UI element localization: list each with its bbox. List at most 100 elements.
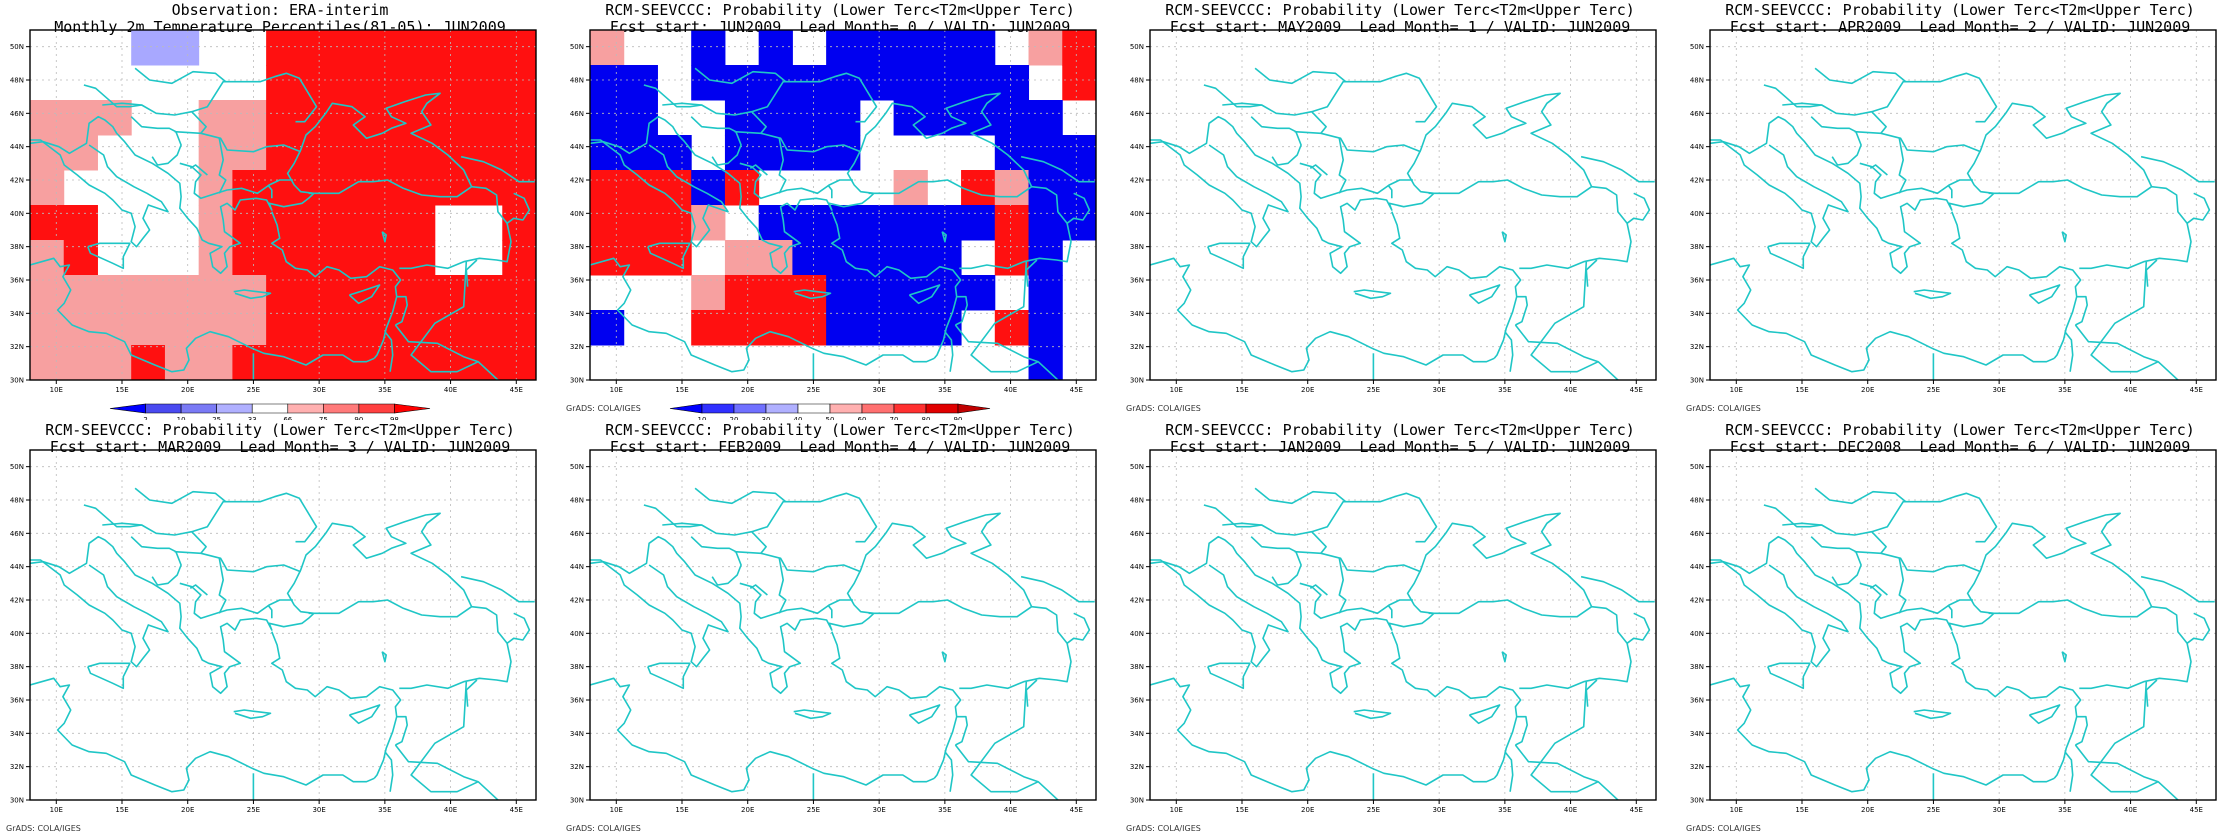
coastline <box>233 289 272 300</box>
grid-cell <box>994 100 1030 136</box>
coastline <box>1710 257 2055 373</box>
color-bar-segment <box>701 403 735 414</box>
lat-tick-label: 34N <box>570 310 584 318</box>
lon-tick-label: 35E <box>378 806 391 814</box>
coastline <box>1947 604 1953 619</box>
map-plot: 10E 15E 20E 25E 30E 35E 40E 45E 50N 48N 46N 44N 42N 4… <box>1130 449 1657 814</box>
panel-lead-month-0: RCM-SEEVCCC: Probability (Lower Terc<T2m… <box>560 0 1120 420</box>
grid-cell <box>434 310 470 346</box>
lon-tick-label: 10E <box>1730 386 1743 394</box>
grid-cell <box>893 170 928 206</box>
coastline <box>410 261 479 373</box>
grid-cell <box>367 345 402 381</box>
lat-tick-label: 32N <box>10 763 24 771</box>
lon-tick-label: 25E <box>1367 386 1380 394</box>
grid-cell <box>232 170 267 206</box>
grid-cell <box>994 310 1030 346</box>
coastline <box>643 84 702 108</box>
grid-cell <box>468 30 503 66</box>
coastline <box>399 185 512 270</box>
coastline <box>2064 331 2074 372</box>
lon-tick-label: 15E <box>1235 386 1248 394</box>
coastline <box>134 487 227 505</box>
coastline <box>2079 605 2192 690</box>
grid-cell <box>367 205 402 241</box>
panel-lead-month-2: RCM-SEEVCCC: Probability (Lower Terc<T2m… <box>1680 0 2240 420</box>
coastline <box>535 136 536 138</box>
lon-tick-label: 10E <box>1170 806 1183 814</box>
coastline <box>1254 67 1347 85</box>
grid-cell <box>266 30 301 66</box>
coastline <box>395 715 409 746</box>
grid-cell <box>468 135 503 171</box>
color-bar-segment <box>251 403 289 414</box>
lat-tick-label: 44N <box>570 143 584 151</box>
lon-tick-label: 35E <box>2058 806 2071 814</box>
grid-cell <box>826 100 861 136</box>
grid-cell <box>333 30 368 66</box>
color-bar-label: 90 <box>954 416 963 420</box>
lat-tick-label: 50N <box>1130 463 1144 471</box>
coastline <box>1311 531 1327 554</box>
grid-cell <box>724 275 760 311</box>
coastline <box>1020 155 1095 183</box>
coastline <box>1814 67 1907 85</box>
grid-cell <box>299 135 335 171</box>
grid-cell <box>1062 65 1097 101</box>
coastline <box>590 512 1033 695</box>
coastline <box>384 331 394 372</box>
credit-label: GrADS: COLA/IGES <box>6 824 81 833</box>
coastline <box>179 162 293 200</box>
coastline <box>751 531 767 554</box>
coastline <box>970 261 1039 373</box>
color-bar-segment <box>925 403 959 414</box>
grid-cell <box>468 100 503 136</box>
grid-cell <box>367 135 402 171</box>
plot-frame <box>29 449 537 801</box>
grid-cell <box>30 345 65 381</box>
coastline <box>1150 257 1495 373</box>
coastline <box>1710 92 2153 275</box>
grid-cell <box>468 310 503 346</box>
grid-cell <box>826 135 861 171</box>
coastline <box>174 550 301 573</box>
grid-cell <box>468 345 503 381</box>
lat-tick-label: 42N <box>1130 177 1144 185</box>
coastline <box>2186 612 2211 644</box>
color-bar-segment <box>109 403 146 414</box>
grid-cell <box>266 135 301 171</box>
lon-tick-label: 10E <box>1170 386 1183 394</box>
grid-cell <box>623 170 658 206</box>
coastline <box>1294 550 1421 573</box>
grid-cell <box>502 100 537 136</box>
coastline <box>830 631 962 779</box>
coastline <box>2215 136 2216 138</box>
coastline <box>87 662 131 690</box>
lon-tick-label: 15E <box>1235 806 1248 814</box>
grid-cell <box>434 30 470 66</box>
grid-cell <box>30 275 65 311</box>
lon-tick-label: 15E <box>675 806 688 814</box>
coastline <box>2075 295 2089 326</box>
color-bar-segment <box>180 403 217 414</box>
lat-tick-label: 42N <box>570 177 584 185</box>
coastline <box>1585 679 1598 707</box>
coastline <box>1859 162 1973 200</box>
panel-title-line1: RCM-SEEVCCC: Probability (Lower Terc<T2m… <box>45 421 515 439</box>
map-layer: 10E 15E 20E 25E 30E 35E 40E 45E 50N 48N 46N 44N 42N 4… <box>1130 449 1657 814</box>
grid-cell <box>657 170 692 206</box>
coastline <box>134 67 227 85</box>
coastline <box>102 72 318 123</box>
coastline <box>102 492 318 543</box>
coastline <box>270 631 402 779</box>
grid-cell <box>367 100 402 136</box>
grid-cell <box>232 100 267 136</box>
lat-tick-label: 38N <box>1690 663 1704 671</box>
coastline <box>1626 192 1651 224</box>
credit-label: GrADS: COLA/IGES <box>1126 824 1201 833</box>
grid-cell <box>826 205 861 241</box>
lat-tick-label: 42N <box>1690 177 1704 185</box>
coastline <box>1854 550 1981 573</box>
lon-tick-label: 45E <box>510 386 523 394</box>
grid-cell <box>299 275 335 311</box>
